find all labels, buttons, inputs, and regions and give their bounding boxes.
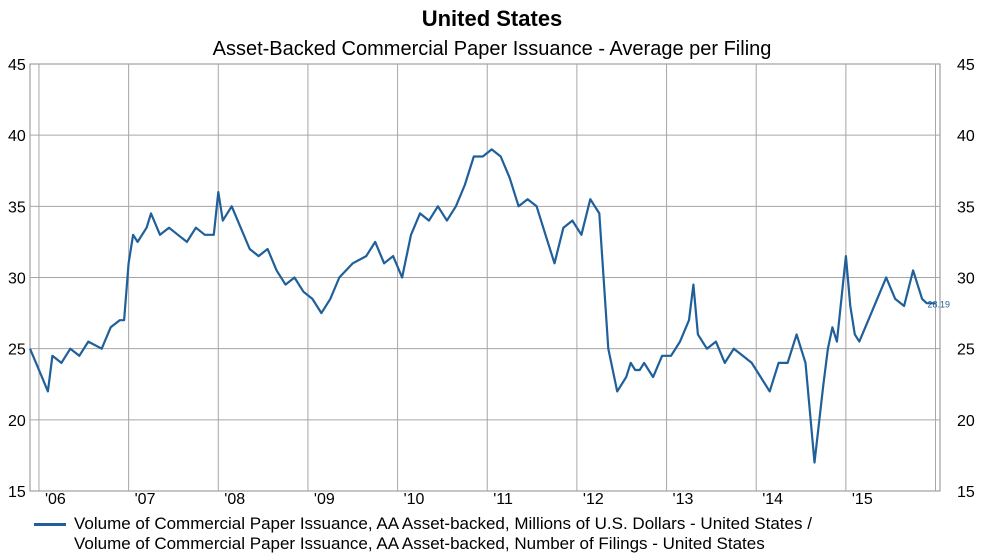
x-tick-label: '11 <box>493 491 513 508</box>
x-tick-label: '13 <box>673 491 694 508</box>
y-tick-label-right: 45 <box>957 57 975 74</box>
series-line <box>28 148 936 464</box>
y-tick-label-right: 20 <box>957 413 975 430</box>
x-tick-label: '15 <box>852 491 873 508</box>
legend-label: Volume of Commercial Paper Issuance, AA … <box>74 514 812 554</box>
y-tick-label-left: 40 <box>8 128 26 145</box>
legend-swatch <box>34 523 66 526</box>
x-tick-label: '10 <box>404 491 425 508</box>
y-tick-label-right: 15 <box>957 484 975 501</box>
x-tick-label: '09 <box>314 491 335 508</box>
y-tick-label-right: 40 <box>957 128 975 145</box>
legend-label-line1: Volume of Commercial Paper Issuance, AA … <box>74 514 812 533</box>
x-tick-label: '12 <box>583 491 604 508</box>
y-tick-label-right: 25 <box>957 342 975 359</box>
y-tick-label-left: 25 <box>8 342 26 359</box>
chart-subtitle: Asset-Backed Commercial Paper Issuance -… <box>212 38 772 60</box>
chart-title: United States <box>421 6 563 31</box>
y-tick-label-right: 35 <box>957 199 975 216</box>
y-tick-label-left: 20 <box>8 413 26 430</box>
y-tick-label-left: 30 <box>8 271 26 288</box>
y-tick-label-right: 30 <box>957 271 975 288</box>
x-tick-label: '06 <box>45 491 66 508</box>
y-tick-label-left: 15 <box>8 484 26 501</box>
last-value-label: 28.19 <box>928 299 951 309</box>
legend-label-line2: Volume of Commercial Paper Issuance, AA … <box>74 534 765 553</box>
x-tick-label: '08 <box>224 491 245 508</box>
x-tick-label: '07 <box>135 491 156 508</box>
y-tick-label-left: 35 <box>8 199 26 216</box>
x-tick-label: '14 <box>762 491 783 508</box>
y-tick-label-left: 45 <box>8 57 26 74</box>
